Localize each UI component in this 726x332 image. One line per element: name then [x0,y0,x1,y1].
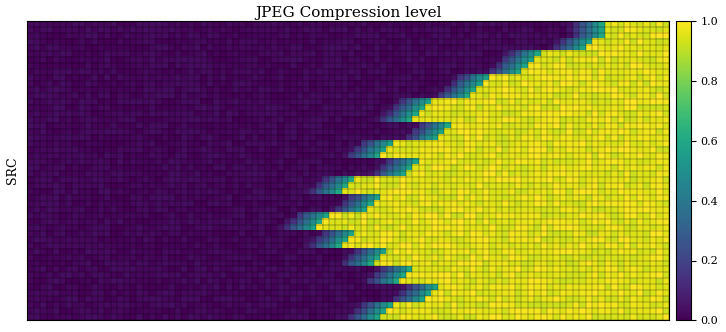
Y-axis label: SRC: SRC [6,157,19,184]
Title: JPEG Compression level: JPEG Compression level [255,6,441,20]
